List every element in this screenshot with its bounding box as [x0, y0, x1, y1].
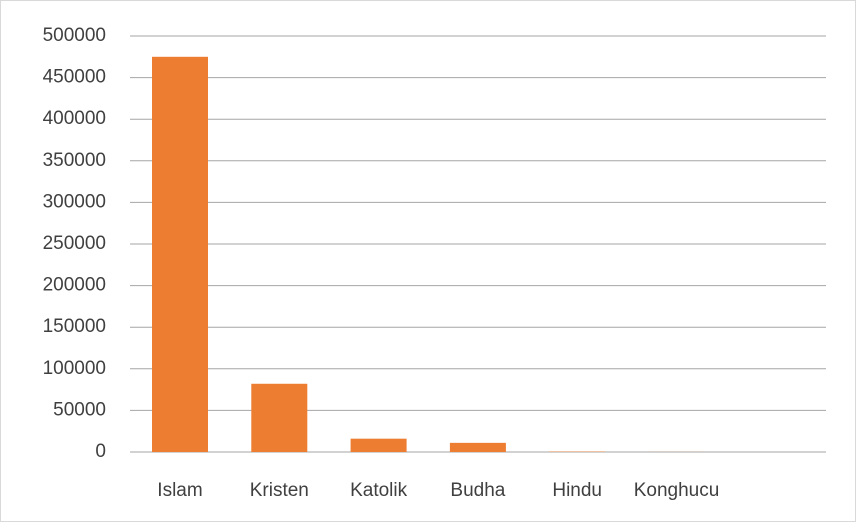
x-tick-label: Kristen: [250, 480, 309, 501]
y-tick-label: 50000: [53, 399, 106, 420]
bar: [251, 383, 308, 452]
y-tick-label: 500000: [43, 25, 106, 46]
x-tick-label: Konghucu: [634, 480, 720, 501]
y-tick-label: 150000: [43, 316, 106, 337]
y-tick-label: 200000: [43, 275, 106, 296]
bar: [449, 442, 506, 452]
x-tick-label: Islam: [157, 480, 202, 501]
y-tick-label: 250000: [43, 233, 106, 254]
y-tick-label: 450000: [43, 67, 106, 88]
x-tick-label: Katolik: [350, 480, 408, 501]
x-tick-label: Budha: [450, 480, 505, 501]
y-tick-label: 300000: [43, 191, 106, 212]
bar: [350, 438, 407, 452]
y-tick-label: 0: [95, 441, 106, 462]
x-tick-label: Hindu: [552, 480, 602, 501]
bar: [152, 56, 208, 453]
y-tick-label: 100000: [43, 358, 106, 379]
y-tick-label: 400000: [43, 108, 106, 129]
y-tick-label: 350000: [43, 150, 106, 171]
